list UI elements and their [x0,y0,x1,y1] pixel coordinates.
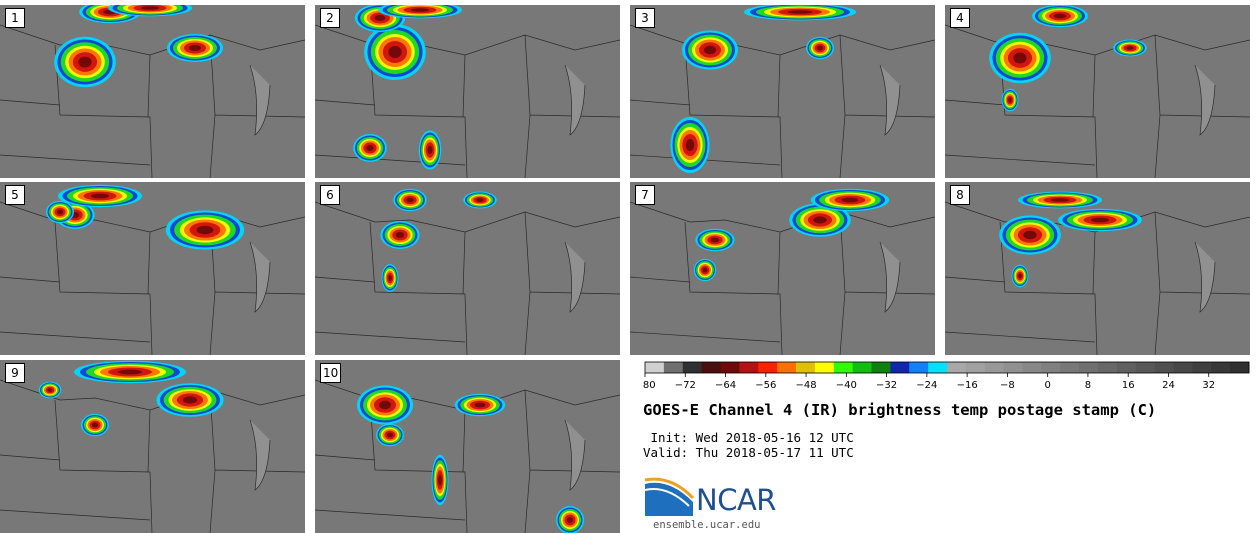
ncar-logo: NCAR ensemble.ucar.edu [643,476,803,532]
satellite-map [945,182,1250,355]
colorbar-bin [1041,362,1061,373]
colorbar-bin [965,362,986,373]
colorbar-tick-label: 8 [1085,380,1091,391]
map-panel-2: 2 [315,5,620,178]
colorbar-bin [833,362,854,373]
colorbar-bin [1135,362,1156,373]
colorbar-bin [720,362,740,373]
satellite-map [315,5,620,178]
colorbar-bin [645,362,665,373]
colorbar-bin [909,362,929,373]
panel-number: 7 [635,185,655,205]
satellite-map [0,360,305,533]
colorbar-tick-label: −16 [957,380,978,391]
map-panel-10: 10 [315,360,620,533]
satellite-map [945,5,1250,178]
colorbar-bin [1154,362,1174,373]
map-panel-1: 1 [0,5,305,178]
panel-number: 2 [320,8,340,28]
colorbar-tick-label: 32 [1202,380,1215,391]
ensemble-url: ensemble.ucar.edu [653,519,761,531]
colorbar-bin [1003,362,1023,373]
colorbar-bin [1079,362,1099,373]
colorbar-tick-label: −32 [876,380,897,391]
colorbar-tick-label: 24 [1162,380,1175,391]
valid-time: Valid: Thu 2018-05-17 11 UTC [643,445,854,460]
colorbar-bin [871,362,891,373]
panel-number: 6 [320,185,340,205]
map-panel-4: 4 [945,5,1250,178]
panel-number: 1 [5,8,25,28]
satellite-map [315,360,620,533]
panel-number: 3 [635,8,655,28]
colorbar-tick-label: 16 [1122,380,1135,391]
panel-number: 10 [320,363,342,383]
colorbar-bin [739,362,759,373]
satellite-map [630,5,935,178]
colorbar-bin [777,362,797,373]
map-panel-6: 6 [315,182,620,355]
colorbar-bin [1022,362,1042,373]
colorbar-bin [663,362,684,373]
colorbar-bin [701,362,721,373]
satellite-map [0,182,305,355]
colorbar-tick-label: 0 [1044,380,1050,391]
colorbar-bin [984,362,1005,373]
colorbar-tick-label: −64 [715,380,736,391]
colorbar-bin [796,362,816,373]
panel-number: 5 [5,185,25,205]
colorbar-bin [682,362,703,373]
colorbar-tick-label: −24 [916,380,937,391]
colorbar-bin [1230,362,1250,373]
map-panel-9: 9 [0,360,305,533]
colorbar-bin [1211,362,1231,373]
init-time: Init: Wed 2018-05-16 12 UTC [643,430,854,445]
colorbar-bin [1098,362,1118,373]
colorbar-tick-label: −80 [643,380,656,391]
colorbar-bin [1173,362,1193,373]
colorbar-bin [1192,362,1212,373]
satellite-map [630,182,935,355]
satellite-map [0,5,305,178]
colorbar-tick-label: −56 [755,380,776,391]
map-panel-3: 3 [630,5,935,178]
colorbar-bin [1060,362,1080,373]
map-panel-5: 5 [0,182,305,355]
colorbar-bin [758,362,778,373]
colorbar-bin [947,362,967,373]
colorbar-tick-label: −40 [836,380,857,391]
colorbar-tick-label: −72 [675,380,696,391]
panel-number: 9 [5,363,25,383]
panel-number: 8 [950,185,970,205]
colorbar-bin [928,362,948,373]
colorbar-tick-label: −48 [796,380,817,391]
colorbar-bin [1116,362,1137,373]
ncar-wordmark: NCAR [696,483,776,517]
colorbar-bin [852,362,872,373]
map-panel-8: 8 [945,182,1250,355]
ncar-logo-icon [644,477,695,516]
panel-number: 4 [950,8,970,28]
map-panel-7: 7 [630,182,935,355]
colorbar-bin [890,362,910,373]
figure-title: GOES-E Channel 4 (IR) brightness temp po… [643,401,1157,419]
satellite-map [315,182,620,355]
colorbar-bin [814,362,835,373]
colorbar-tick-label: −8 [1000,380,1015,391]
